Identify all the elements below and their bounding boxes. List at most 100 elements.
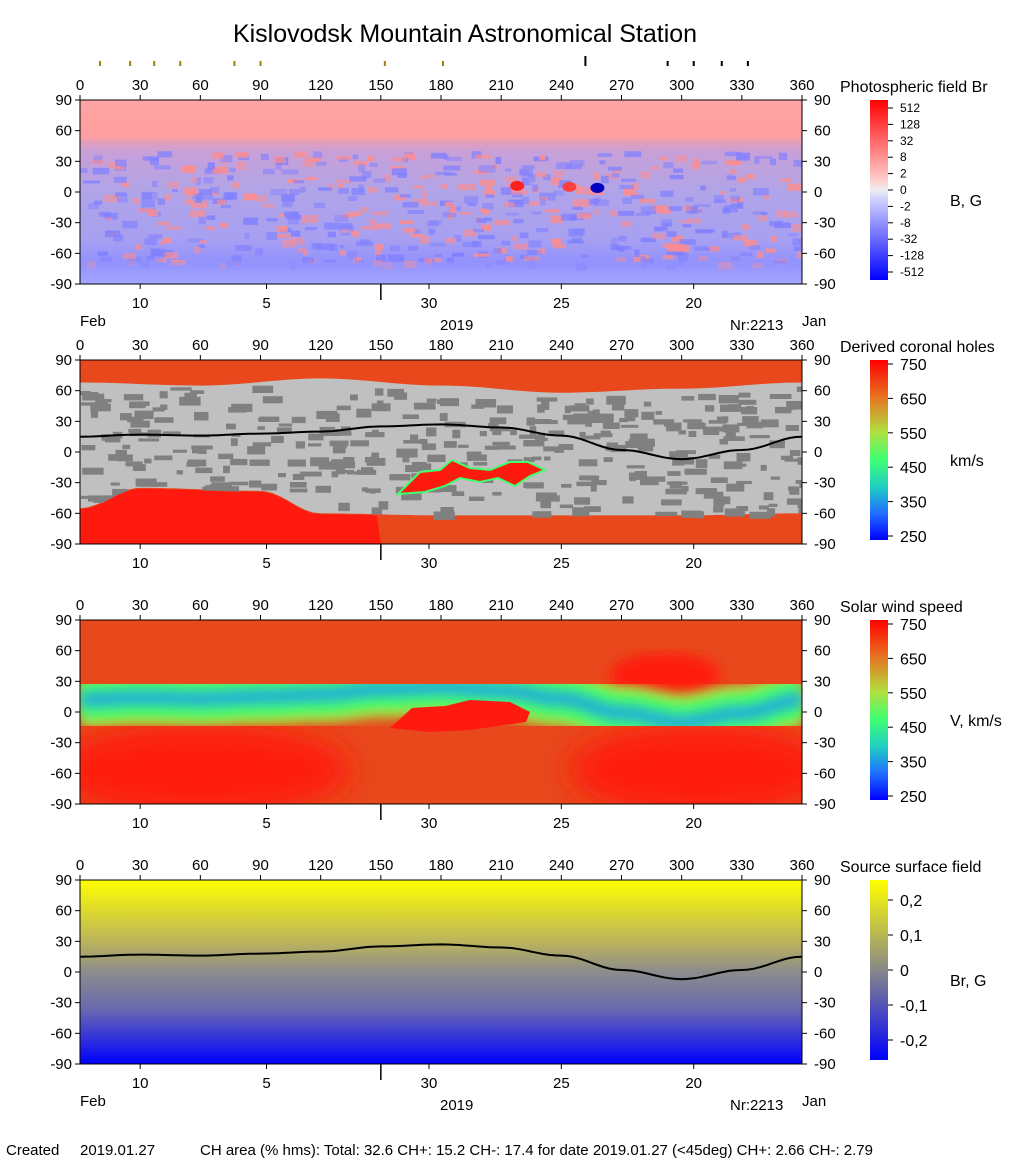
colorbar-label: 128	[900, 117, 920, 131]
slowest-wind-core	[80, 680, 802, 730]
colorbar-label: 350	[900, 755, 927, 772]
negative-field-patch	[105, 212, 118, 220]
y-tick-label: 0	[64, 964, 72, 981]
quiet-sun-patch	[492, 441, 510, 446]
positive-field-patch	[475, 154, 491, 159]
positive-field-patch	[414, 185, 424, 189]
month-end-label: Jan	[802, 313, 826, 330]
negative-field-patch	[198, 216, 206, 225]
quiet-sun-patch	[249, 459, 270, 466]
quiet-sun-patch	[564, 405, 571, 414]
negative-field-patch	[571, 237, 582, 243]
x-tick-label: 0	[76, 77, 84, 94]
quiet-sun-patch	[578, 459, 598, 467]
negative-field-patch	[505, 168, 512, 172]
date-tick-label: 30	[421, 555, 438, 572]
negative-field-patch	[493, 248, 502, 254]
positive-field-patch	[693, 158, 700, 166]
x-tick-label: 180	[428, 597, 453, 614]
quiet-sun-patch	[428, 488, 442, 493]
quiet-sun-patch	[725, 430, 736, 438]
negative-field-patch	[798, 239, 802, 243]
quiet-sun-patch	[159, 391, 168, 399]
positive-field-patch	[671, 235, 684, 242]
quiet-sun-patch	[767, 508, 776, 517]
positive-field-patch	[147, 209, 158, 217]
negative-field-patch	[654, 226, 668, 231]
solar-wind-map	[80, 620, 802, 804]
negative-field-patch	[207, 162, 215, 170]
year-label: 2019	[440, 317, 473, 334]
positive-field-patch	[652, 205, 669, 213]
quiet-sun-patch	[678, 430, 686, 435]
quiet-sun-patch	[439, 413, 448, 421]
negative-field-patch	[769, 158, 776, 166]
quiet-sun-patch	[211, 482, 232, 490]
negative-field-patch	[618, 236, 628, 242]
quiet-sun-patch	[774, 406, 792, 414]
colorbar-label: -0,1	[900, 998, 928, 1015]
quiet-sun-patch	[797, 457, 802, 465]
quiet-sun-patch	[443, 441, 457, 448]
positive-field-patch	[335, 179, 352, 184]
quiet-sun-patch	[127, 416, 144, 423]
negative-field-patch	[506, 212, 520, 216]
positive-field-patch	[545, 209, 560, 213]
negative-field-patch	[570, 160, 585, 166]
negative-field-patch	[539, 197, 546, 206]
quiet-sun-patch	[252, 385, 274, 393]
x-tick-label: 210	[489, 597, 514, 614]
quiet-sun-patch	[389, 474, 411, 481]
negative-field-patch	[599, 160, 606, 165]
quiet-sun-patch	[603, 457, 613, 463]
positive-field-patch	[419, 176, 426, 180]
negative-field-patch	[369, 162, 378, 167]
positive-field-patch	[679, 220, 687, 224]
negative-field-patch	[462, 241, 479, 247]
quiet-sun-patch	[228, 407, 247, 413]
quiet-sun-patch	[125, 461, 143, 467]
date-tick-label: 20	[685, 295, 702, 312]
positive-field-patch	[758, 215, 768, 222]
y-tick-label: -60	[50, 245, 72, 262]
quiet-sun-patch	[369, 489, 376, 494]
quiet-sun-patch	[484, 445, 498, 450]
x-tick-label: 120	[308, 597, 333, 614]
negative-field-patch	[282, 201, 293, 208]
positive-field-patch	[605, 173, 618, 180]
x-tick-label: 300	[669, 597, 694, 614]
coronal-holes-unit: km/s	[950, 453, 984, 470]
colorbar-label: -2	[900, 199, 911, 213]
negative-field-patch	[358, 184, 364, 193]
negative-field-patch	[324, 222, 340, 230]
negative-field-patch	[324, 259, 336, 263]
quiet-sun-patch	[295, 441, 305, 449]
negative-field-patch	[752, 211, 765, 215]
quiet-sun-patch	[720, 404, 742, 412]
quiet-sun-patch	[361, 487, 368, 492]
month-start-label: Feb	[80, 313, 106, 330]
x-tick-label: 270	[609, 77, 634, 94]
quiet-sun-patch	[789, 450, 801, 457]
quiet-sun-patch	[698, 393, 716, 401]
source-surface-colorbar	[870, 880, 888, 1060]
x-tick-label: 150	[368, 857, 393, 874]
negative-field-patch	[618, 246, 625, 252]
created-label: Created	[6, 1142, 60, 1159]
colorbar-label: 650	[900, 391, 927, 408]
negative-field-patch	[220, 155, 233, 163]
quiet-sun-patch	[576, 481, 597, 487]
negative-field-patch	[513, 219, 524, 224]
positive-field-patch	[193, 246, 201, 253]
negative-field-patch	[427, 220, 439, 227]
positive-field-patch	[235, 151, 249, 158]
quiet-sun-patch	[666, 481, 688, 485]
quiet-sun-patch	[737, 422, 759, 426]
positive-field-patch	[458, 183, 475, 191]
y-tick-label: -30	[50, 995, 72, 1012]
quiet-sun-patch	[315, 485, 331, 493]
negative-field-patch	[157, 198, 166, 205]
positive-field-patch	[473, 253, 489, 257]
quiet-sun-patch	[630, 433, 648, 442]
